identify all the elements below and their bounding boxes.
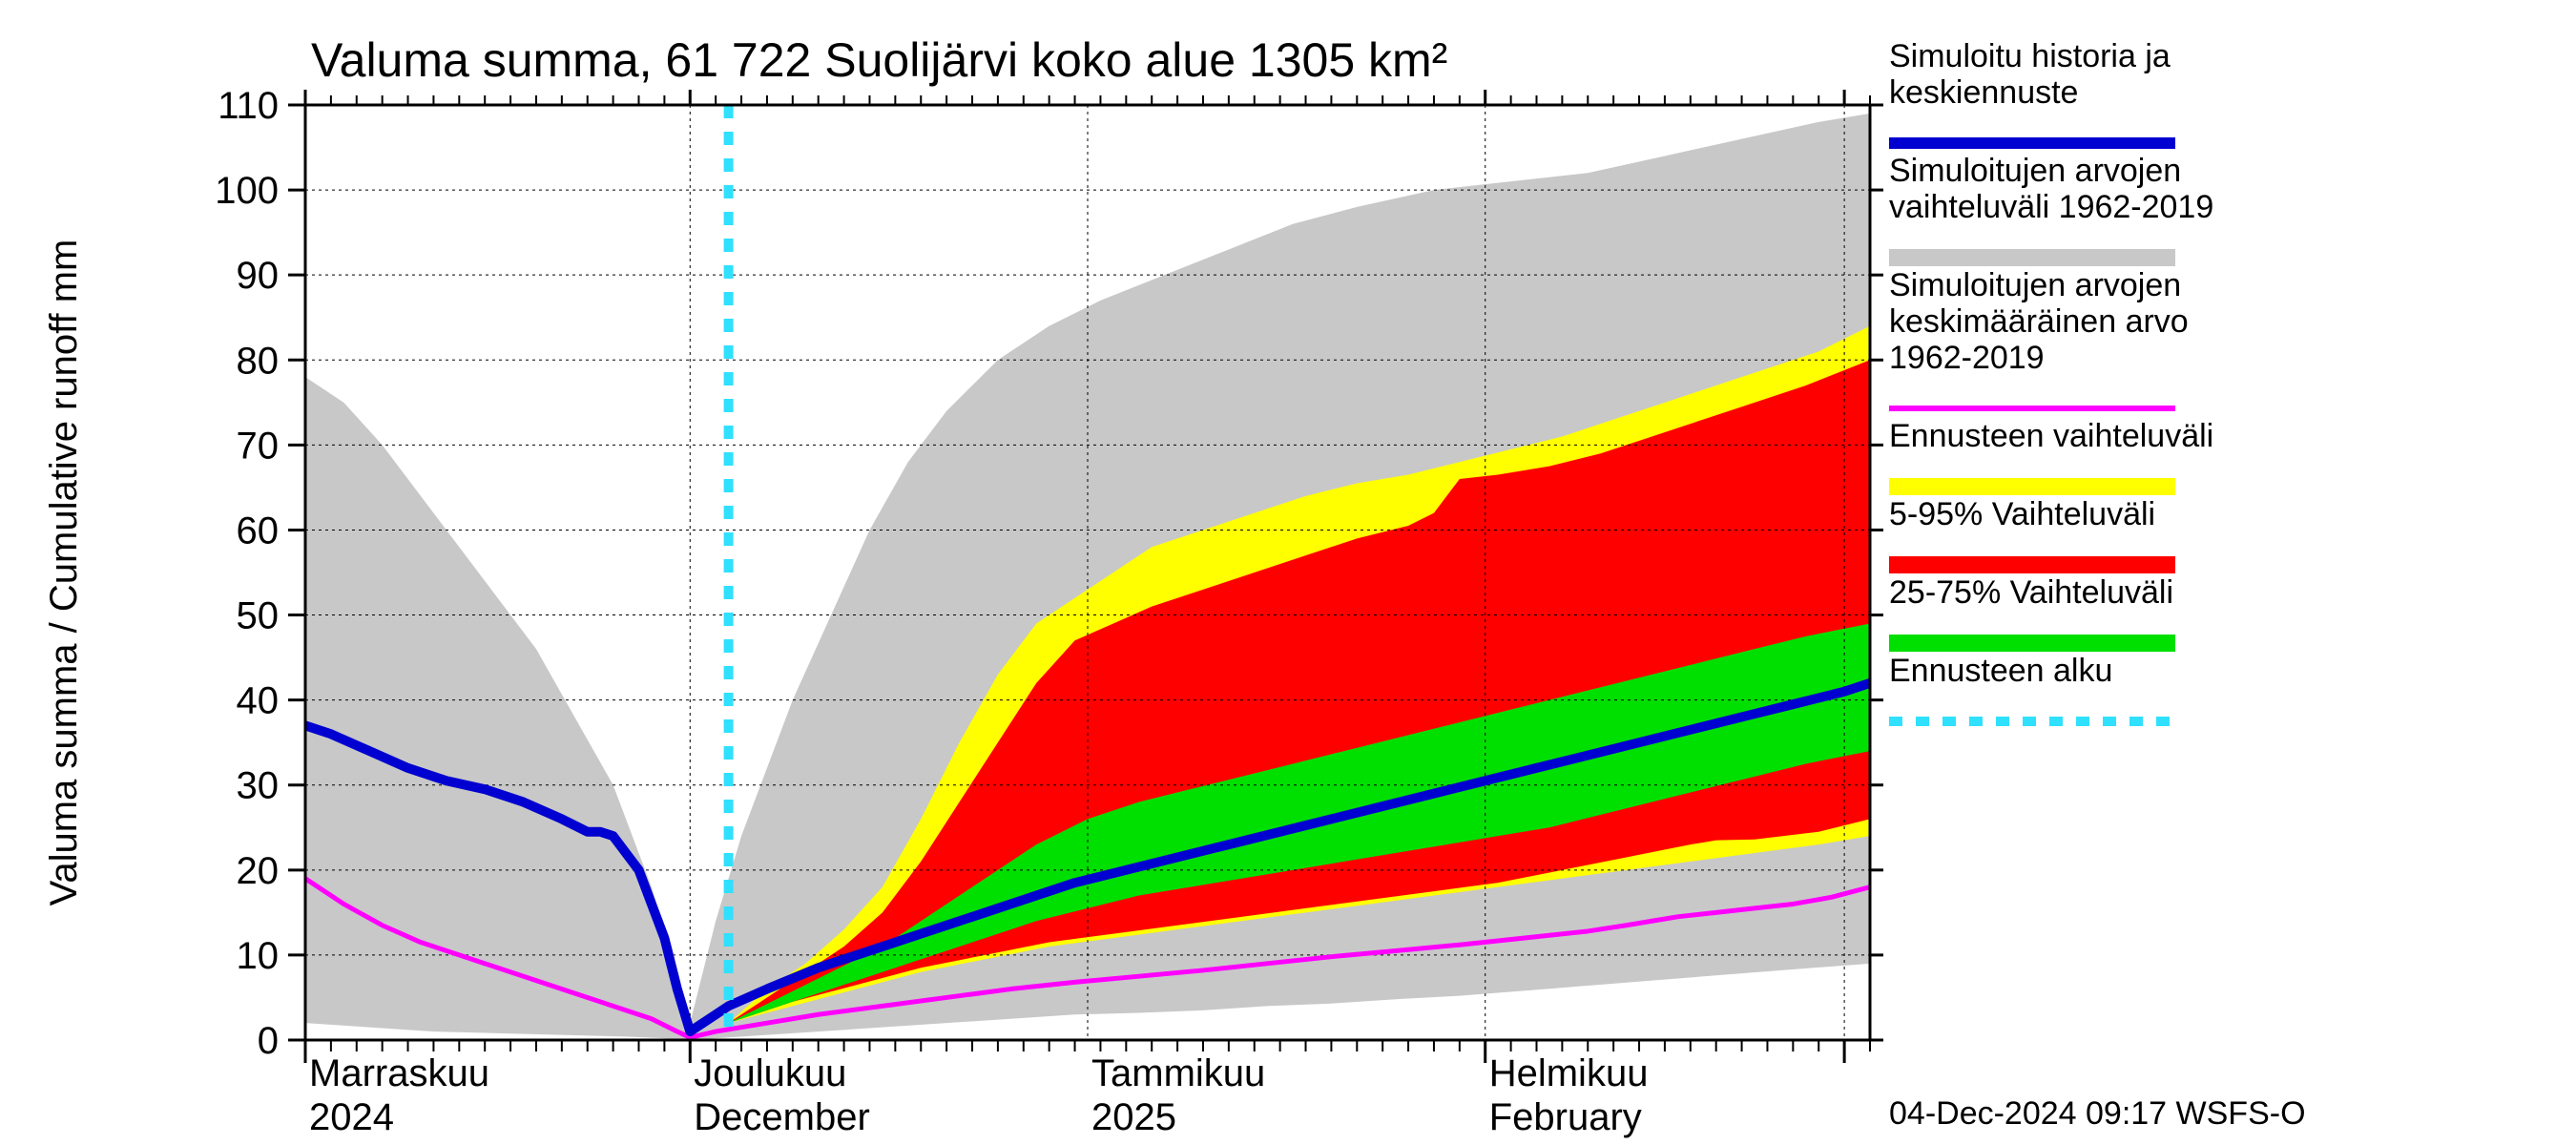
y-tick-label: 0 xyxy=(258,1020,279,1062)
legend-label: 5-95% Vaihteluväli xyxy=(1889,496,2155,532)
y-tick-label: 50 xyxy=(237,595,280,637)
y-axis-title: Valuma summa / Cumulative runoff mm xyxy=(43,239,85,906)
legend-label: Simuloitujen arvojen xyxy=(1889,267,2181,303)
legend-label: Ennusteen vaihteluväli xyxy=(1889,418,2213,454)
y-tick-label: 100 xyxy=(215,170,279,212)
legend-label: 25-75% Vaihteluväli xyxy=(1889,574,2173,611)
y-tick-label: 30 xyxy=(237,765,280,807)
y-tick-label: 40 xyxy=(237,680,280,722)
timestamp: 04-Dec-2024 09:17 WSFS-O xyxy=(1889,1095,2306,1132)
x-label: Joulukuu xyxy=(694,1052,846,1094)
chart-root: 0 10 20 30 40 50 60 70 80 90 100 110 Marraskuu2024 Jo… xyxy=(43,33,2306,1138)
legend: Simuloitu historia jakeskiennuste Simuloi… xyxy=(1889,38,2213,721)
x-label: February xyxy=(1489,1096,1642,1138)
chart-title: Valuma summa, 61 722 Suolijärvi koko alu… xyxy=(311,33,1447,87)
legend-label: keskimääräinen arvo xyxy=(1889,303,2189,340)
x-label: Marraskuu xyxy=(309,1052,489,1094)
legend-label: vaihteluväli 1962-2019 xyxy=(1889,189,2213,225)
y-tick-label: 90 xyxy=(237,255,280,297)
y-tick-label: 80 xyxy=(237,340,280,382)
y-tick-label: 10 xyxy=(237,935,280,977)
x-label: 2025 xyxy=(1091,1096,1176,1138)
legend-label: Simuloitujen arvojen xyxy=(1889,153,2181,189)
legend-label: keskiennuste xyxy=(1889,74,2078,111)
y-tick-label: 20 xyxy=(237,850,280,892)
y-tick-label: 60 xyxy=(237,510,280,552)
x-label: 2024 xyxy=(309,1096,394,1138)
x-label: Tammikuu xyxy=(1091,1052,1265,1094)
y-tick-label: 70 xyxy=(237,425,280,467)
legend-label: Simuloitu historia ja xyxy=(1889,38,2171,74)
x-labels: Marraskuu2024 JoulukuuDecember Tammikuu202… xyxy=(309,1052,1648,1138)
x-label: Helmikuu xyxy=(1489,1052,1649,1094)
x-label: December xyxy=(694,1096,870,1138)
legend-label: 1962-2019 xyxy=(1889,340,2045,376)
y-tick-label: 110 xyxy=(218,85,279,127)
legend-label: Ennusteen alku xyxy=(1889,653,2112,689)
